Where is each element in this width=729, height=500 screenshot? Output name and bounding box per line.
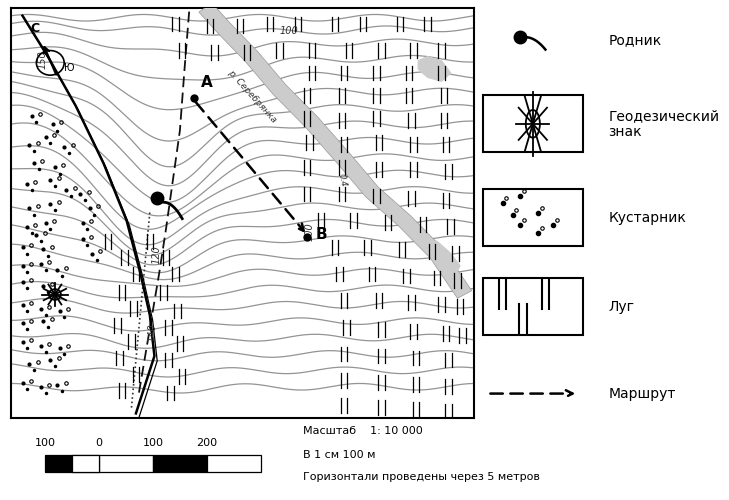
Text: Родник: Родник [608,32,661,46]
Bar [45,455,99,472]
Text: 140: 140 [147,323,157,342]
Text: 100: 100 [305,222,314,241]
Text: 100: 100 [34,438,55,448]
Text: 100: 100 [279,26,298,36]
Bar [483,278,583,336]
Text: Маршрут: Маршрут [608,386,676,400]
Text: Масштаб    1: 10 000: Масштаб 1: 10 000 [303,426,422,436]
Polygon shape [199,3,472,298]
Polygon shape [418,56,451,82]
Text: 200: 200 [197,438,218,448]
Bar [483,96,583,152]
Bar [207,455,261,472]
Polygon shape [427,241,460,274]
Bar [153,455,207,472]
Bar [483,190,583,246]
Text: В 1 см 100 м: В 1 см 100 м [303,450,375,460]
Text: 120: 120 [152,245,162,264]
Text: B: B [316,227,327,242]
Text: Ю: Ю [64,63,74,73]
Text: 150: 150 [37,50,47,69]
Bar [72,455,99,472]
Text: Горизонтали проведены через 5 метров: Горизонтали проведены через 5 метров [303,472,539,482]
Text: Геодезический
знак: Геодезический знак [608,108,720,139]
Text: 0: 0 [95,438,103,448]
Text: С: С [31,22,40,35]
Text: A: A [200,76,212,90]
Bar [99,455,153,472]
Text: 0.4: 0.4 [336,173,348,188]
Text: 100: 100 [143,438,163,448]
Text: Луг: Луг [608,300,634,314]
Text: р. Серебрянка: р. Серебрянка [225,68,278,124]
Text: Кустарник: Кустарник [608,211,686,225]
